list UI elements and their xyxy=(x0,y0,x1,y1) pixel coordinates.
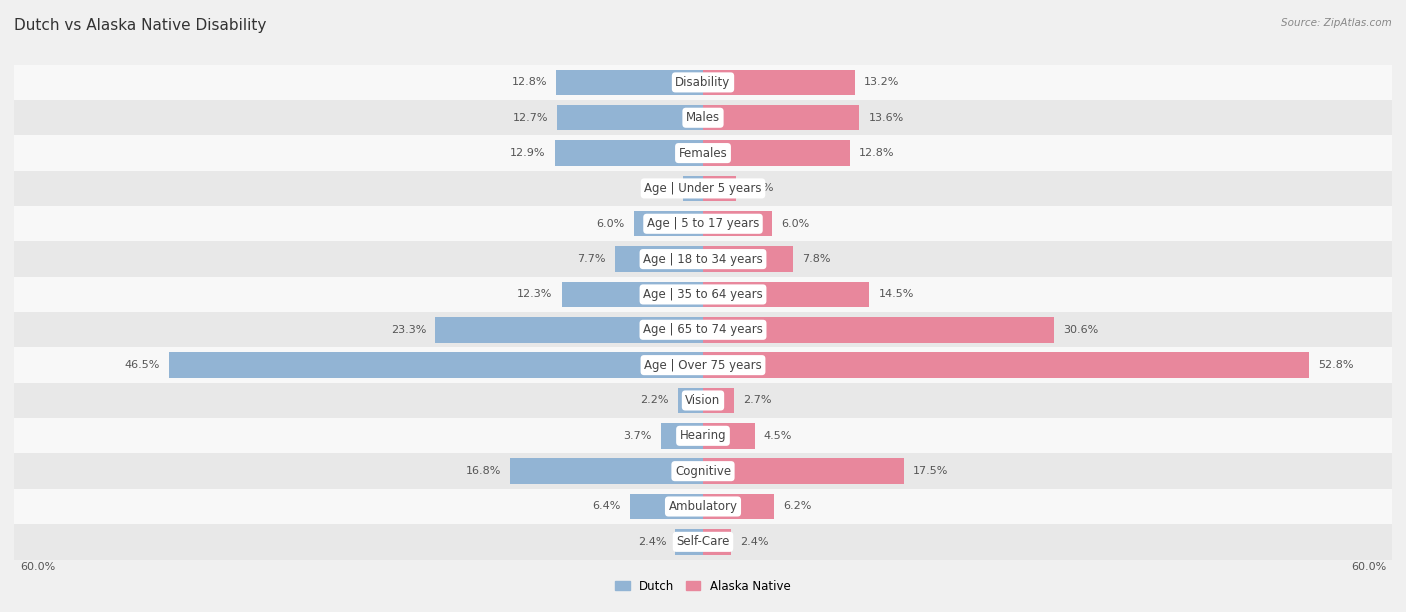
Bar xyxy=(703,247,793,272)
Text: 1.7%: 1.7% xyxy=(645,184,675,193)
Bar xyxy=(436,317,703,343)
Bar xyxy=(14,171,1392,206)
Text: 6.0%: 6.0% xyxy=(596,218,624,229)
Text: 23.3%: 23.3% xyxy=(391,325,426,335)
Legend: Dutch, Alaska Native: Dutch, Alaska Native xyxy=(610,575,796,597)
Bar xyxy=(614,247,703,272)
Text: Males: Males xyxy=(686,111,720,124)
Bar xyxy=(703,458,904,484)
Bar xyxy=(14,489,1392,524)
Text: 12.8%: 12.8% xyxy=(859,148,894,158)
Text: Disability: Disability xyxy=(675,76,731,89)
Bar xyxy=(675,529,703,554)
Bar xyxy=(703,529,731,554)
Text: 12.8%: 12.8% xyxy=(512,77,547,88)
Bar xyxy=(169,353,703,378)
Text: 52.8%: 52.8% xyxy=(1319,360,1354,370)
Text: 30.6%: 30.6% xyxy=(1063,325,1099,335)
Text: 6.2%: 6.2% xyxy=(783,501,811,512)
Text: Females: Females xyxy=(679,147,727,160)
Text: 2.7%: 2.7% xyxy=(744,395,772,406)
Bar xyxy=(703,140,851,166)
Bar xyxy=(555,140,703,166)
Bar xyxy=(14,277,1392,312)
Text: Age | 35 to 64 years: Age | 35 to 64 years xyxy=(643,288,763,301)
Text: Age | Over 75 years: Age | Over 75 years xyxy=(644,359,762,371)
Bar xyxy=(14,348,1392,382)
Text: Age | 18 to 34 years: Age | 18 to 34 years xyxy=(643,253,763,266)
Bar xyxy=(510,458,703,484)
Bar xyxy=(14,524,1392,559)
Text: 7.7%: 7.7% xyxy=(576,254,606,264)
Text: 17.5%: 17.5% xyxy=(912,466,949,476)
Bar xyxy=(14,135,1392,171)
Text: 4.5%: 4.5% xyxy=(763,431,792,441)
Bar xyxy=(557,105,703,130)
Text: Age | Under 5 years: Age | Under 5 years xyxy=(644,182,762,195)
Bar xyxy=(703,353,1309,378)
Bar xyxy=(14,65,1392,100)
Bar xyxy=(661,423,703,449)
Bar xyxy=(703,494,775,519)
Bar xyxy=(630,494,703,519)
Text: 3.7%: 3.7% xyxy=(623,431,651,441)
Text: 60.0%: 60.0% xyxy=(20,562,55,572)
Text: 6.4%: 6.4% xyxy=(592,501,620,512)
Text: 16.8%: 16.8% xyxy=(465,466,501,476)
Text: Hearing: Hearing xyxy=(679,429,727,442)
Text: 12.7%: 12.7% xyxy=(513,113,548,123)
Bar xyxy=(14,312,1392,348)
Text: 14.5%: 14.5% xyxy=(879,289,914,299)
Text: Dutch vs Alaska Native Disability: Dutch vs Alaska Native Disability xyxy=(14,18,266,34)
Text: 2.2%: 2.2% xyxy=(640,395,669,406)
Text: 2.4%: 2.4% xyxy=(638,537,666,547)
Text: 2.4%: 2.4% xyxy=(740,537,768,547)
Bar xyxy=(703,105,859,130)
Bar xyxy=(678,388,703,413)
Bar xyxy=(703,388,734,413)
Bar xyxy=(703,70,855,95)
Text: 12.3%: 12.3% xyxy=(517,289,553,299)
Bar xyxy=(14,453,1392,489)
Bar xyxy=(555,70,703,95)
Text: Age | 5 to 17 years: Age | 5 to 17 years xyxy=(647,217,759,230)
Bar xyxy=(703,176,737,201)
Text: 13.6%: 13.6% xyxy=(869,113,904,123)
Bar xyxy=(14,206,1392,242)
Text: Source: ZipAtlas.com: Source: ZipAtlas.com xyxy=(1281,18,1392,28)
Text: Age | 65 to 74 years: Age | 65 to 74 years xyxy=(643,323,763,336)
Text: 7.8%: 7.8% xyxy=(801,254,831,264)
Text: 60.0%: 60.0% xyxy=(1351,562,1386,572)
Text: Ambulatory: Ambulatory xyxy=(668,500,738,513)
Bar xyxy=(562,282,703,307)
Text: 46.5%: 46.5% xyxy=(125,360,160,370)
Text: 13.2%: 13.2% xyxy=(863,77,898,88)
Text: 12.9%: 12.9% xyxy=(510,148,546,158)
Bar xyxy=(14,418,1392,453)
Bar xyxy=(634,211,703,236)
Bar xyxy=(703,423,755,449)
Text: 2.9%: 2.9% xyxy=(745,184,773,193)
Text: Vision: Vision xyxy=(685,394,721,407)
Text: Self-Care: Self-Care xyxy=(676,536,730,548)
Bar xyxy=(14,242,1392,277)
Bar xyxy=(683,176,703,201)
Bar xyxy=(703,211,772,236)
Bar xyxy=(14,100,1392,135)
Bar xyxy=(703,317,1054,343)
Text: Cognitive: Cognitive xyxy=(675,465,731,477)
Bar xyxy=(703,282,869,307)
Text: 6.0%: 6.0% xyxy=(782,218,810,229)
Bar xyxy=(14,382,1392,418)
